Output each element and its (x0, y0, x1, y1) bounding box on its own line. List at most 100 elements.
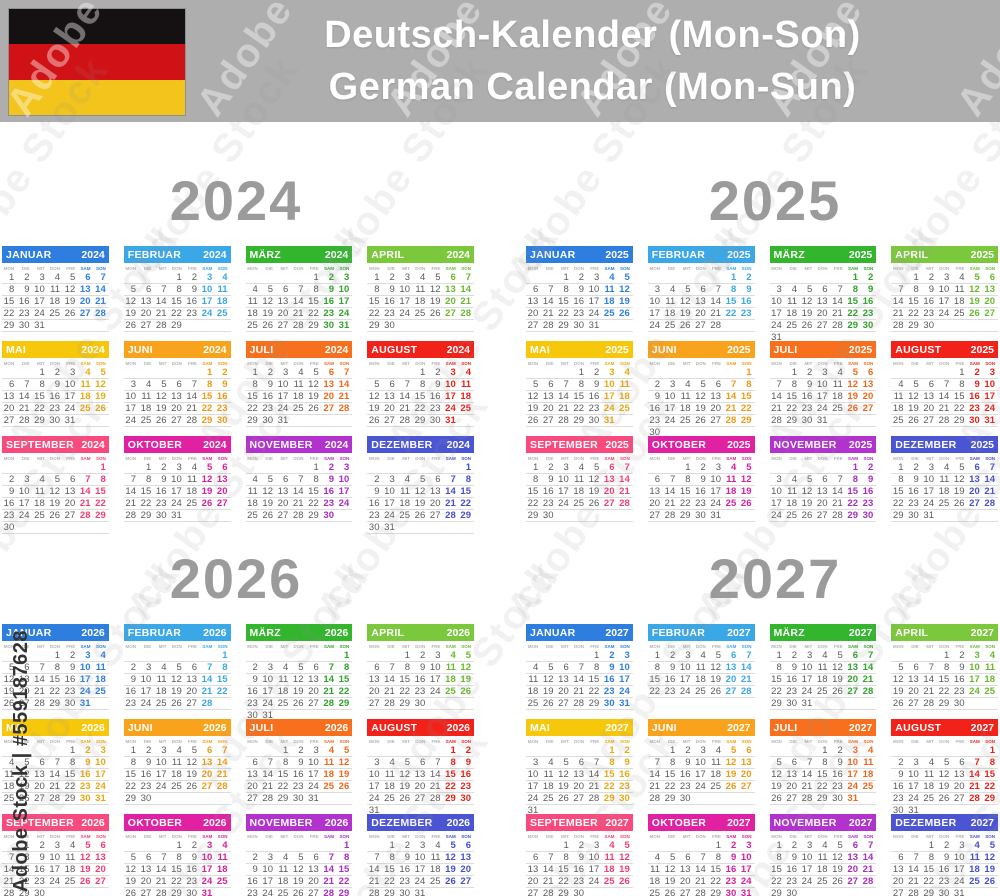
weekday-label: SON (461, 360, 471, 366)
day-cell: 25 (725, 498, 737, 509)
weekday-label: FRE (955, 833, 965, 839)
day-cell: 1 (928, 840, 934, 851)
day-cell: 19 (201, 486, 213, 497)
day-cell (185, 510, 200, 521)
day-cell: 9 (191, 284, 197, 295)
month-year: 2024 (81, 438, 105, 451)
day-cell: 9 (654, 391, 660, 402)
day-cell: 12 (984, 852, 995, 863)
day-cell: 1 (746, 367, 752, 378)
weekday-label: DON (817, 265, 828, 271)
day-cell: 6 (313, 852, 319, 863)
month-year: 2024 (203, 248, 227, 261)
weekday-label: SON (741, 265, 752, 271)
weekday-header-row: MON DIE MIT DON FRE SAM SON (770, 454, 877, 462)
day-cell: 5 (24, 757, 30, 768)
weekday-label: SAM (80, 833, 91, 839)
day-cell: 20 (140, 876, 152, 887)
weekday-label: MIT (402, 360, 410, 366)
month-calendar-juli-2025: JULI 2025 MON DIE MIT DON FRE SAM SON 1 2 3 4 5 6 7 8 9 10… (769, 341, 877, 436)
day-cell: 1 (389, 840, 395, 851)
day-cell: 19 (801, 498, 813, 509)
day-cell: 17 (95, 769, 106, 780)
weekday-label: MON (369, 265, 380, 271)
month-header: JUNI 2026 (123, 719, 231, 736)
day-cell: 2 (191, 840, 197, 851)
day-cell: 22 (588, 686, 600, 697)
day-cell: 4 (69, 840, 76, 851)
day-cell: 27 (725, 686, 737, 697)
day-cell: 12 (292, 864, 304, 875)
weekday-label: FRE (309, 360, 319, 366)
weekday-label: FRE (833, 643, 843, 649)
day-cell (367, 462, 382, 473)
day-cell: 12 (18, 769, 30, 780)
day-cell: 29 (277, 793, 289, 804)
weekday-label: MIT (804, 833, 813, 839)
weekday-label: DIE (387, 833, 395, 839)
day-cell: 15 (847, 486, 858, 497)
day-cell: 17 (262, 876, 273, 887)
day-cell: 1 (654, 650, 660, 661)
day-cell (937, 320, 952, 331)
day-cell: 2 (898, 757, 904, 768)
day-cell: 21 (292, 498, 304, 509)
day-cell: 20 (558, 686, 569, 697)
day-cell: 15 (603, 769, 615, 780)
day-cell: 22 (384, 876, 395, 887)
month-name: SEPTEMBER (6, 438, 75, 451)
weekday-label: SAM (726, 833, 737, 839)
weekday-label: FRE (955, 265, 965, 271)
weekday-label: MIT (280, 833, 289, 839)
day-cell: 9 (404, 852, 410, 863)
day-cell: 25 (573, 498, 584, 509)
weekday-label: MIT (402, 455, 410, 461)
day-cell: 27 (445, 308, 456, 319)
day-cell: 9 (593, 379, 600, 390)
day-cell: 17 (740, 864, 752, 875)
weekday-label: MIT (158, 738, 167, 744)
weekday-label: MON (3, 643, 15, 649)
day-cell: 20 (923, 403, 934, 414)
day-cell: 20 (277, 498, 289, 509)
weekday-label: DON (574, 643, 584, 649)
weekday-label: MIT (682, 738, 691, 744)
day-cell (2, 745, 17, 756)
month-name: APRIL (371, 626, 405, 639)
day-cell: 24 (938, 308, 950, 319)
day-cell: 18 (140, 403, 152, 414)
day-cell: 10 (588, 284, 600, 295)
day-cell: 30 (862, 320, 874, 331)
day-cell (724, 510, 739, 521)
day-cell: 13 (18, 674, 30, 685)
day-cell: 12 (938, 769, 950, 780)
day-cell: 19 (938, 781, 950, 792)
weekday-label: SAM (969, 643, 980, 649)
weekday-label: MON (649, 738, 661, 744)
weekday-label: SON (619, 738, 630, 744)
day-cell: 16 (969, 391, 980, 402)
day-cell: 2 (669, 650, 676, 661)
day-cell: 8 (928, 852, 934, 863)
day-cell: 10 (277, 379, 289, 390)
day-cell (33, 522, 48, 533)
day-cell (261, 840, 276, 851)
weekday-label: DON (50, 738, 60, 744)
day-cell: 23 (801, 403, 813, 414)
month-name: MAI (530, 721, 551, 734)
month-header: APRIL 2026 (367, 624, 474, 641)
month-header: MAI 2026 (2, 719, 109, 736)
day-cell: 2 (578, 840, 584, 851)
weekday-label: MIT (280, 360, 289, 366)
month-calendar-mai-2024: MAI 2024 MON DIE MIT DON FRE SAM SON 1 2 3 4 5 6 7 8 9 10 1… (2, 341, 109, 436)
month-header: JULI 2027 (769, 719, 877, 736)
week-row: 27 28 29 30 (367, 698, 474, 710)
day-cell: 7 (624, 462, 630, 473)
day-cell: 9 (974, 379, 980, 390)
day-cell: 1 (69, 745, 76, 756)
